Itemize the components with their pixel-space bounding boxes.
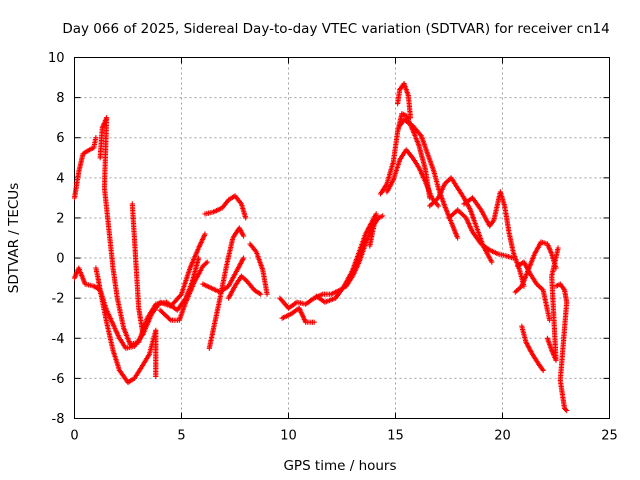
x-tick-label: 20 [494,429,511,444]
data-point [407,115,414,121]
data-point [555,245,561,251]
series-satellite-track-25 [544,245,561,363]
series-satellite-track-5 [129,201,146,337]
y-tick-label: 2 [56,211,64,226]
series-satellite-track-9 [206,225,247,351]
data-point [196,255,202,261]
grid [74,57,610,419]
series-satellite-track-11 [247,241,270,297]
data-point [258,291,264,297]
data-point [153,373,159,379]
data-point [489,259,495,265]
series-satellite-track-22 [512,239,559,295]
series-satellite-track-4 [93,265,159,385]
series-satellite-track-24 [519,323,546,373]
data-point [455,235,461,241]
y-tick-label: -2 [52,292,65,307]
y-axis-label: SDTVAR / TECUs [6,183,22,293]
data-point [264,291,270,297]
series-satellite-track-13 [279,305,317,325]
plot-frame [74,57,610,419]
x-tick-label: 10 [280,429,297,444]
series-satellite-track-14 [313,211,379,305]
data-point [563,406,569,413]
data-point [93,135,99,141]
data-point [540,367,546,373]
data-point [435,203,441,209]
x-axis-label: GPS time / hours [283,458,396,474]
x-tick-label: 0 [70,429,78,444]
y-tick-label: -6 [52,372,65,387]
series-satellite-track-10 [226,273,264,301]
y-tick-label: 10 [48,51,65,66]
axis-ticks [74,57,610,419]
y-tick-label: -8 [52,412,65,427]
data-point [547,317,553,323]
chart-title: Day 066 of 2025, Sidereal Day-to-day VTE… [62,21,609,37]
series-satellite-track-20 [446,207,516,261]
data-point [311,319,317,325]
data-point [380,213,386,219]
series-satellite-track-8 [202,193,249,221]
data-point [241,255,247,261]
data-point [140,331,146,337]
series-satellite-track-23 [514,259,553,323]
data-point [202,231,208,237]
series-satellite-track-6 [157,259,210,323]
y-tick-labels: -8 -6 -4 -2 0 2 4 6 8 10 [48,51,65,427]
y-tick-label: -4 [52,332,65,347]
y-tick-label: 0 [56,252,64,267]
data-point [204,259,210,265]
y-tick-label: 8 [56,91,64,106]
x-tick-label: 25 [601,429,618,444]
data-point [367,243,373,249]
data-point [564,407,570,414]
series-satellite-track-17 [384,147,441,209]
x-tick-label: 5 [177,429,185,444]
series-satellite-track-26 [553,281,570,414]
y-tick-label: 6 [56,131,64,146]
data-marks [71,81,570,414]
series-satellite-track-2 [71,135,99,201]
data-point [203,260,209,266]
y-tick-label: 4 [56,171,64,186]
series-satellite-track-16 [395,81,414,121]
data-point [241,233,247,239]
data-point [243,215,249,221]
x-tick-label: 15 [387,429,404,444]
x-tick-labels: 0 5 10 15 20 25 [70,429,617,444]
